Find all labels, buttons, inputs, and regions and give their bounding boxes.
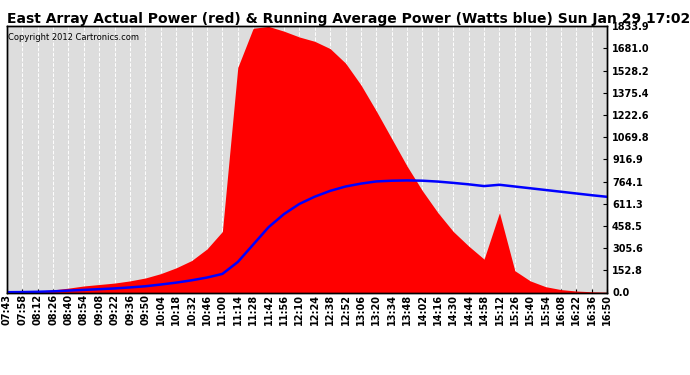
Text: Copyright 2012 Cartronics.com: Copyright 2012 Cartronics.com xyxy=(8,33,139,42)
Text: East Array Actual Power (red) & Running Average Power (Watts blue) Sun Jan 29 17: East Array Actual Power (red) & Running … xyxy=(7,12,690,26)
